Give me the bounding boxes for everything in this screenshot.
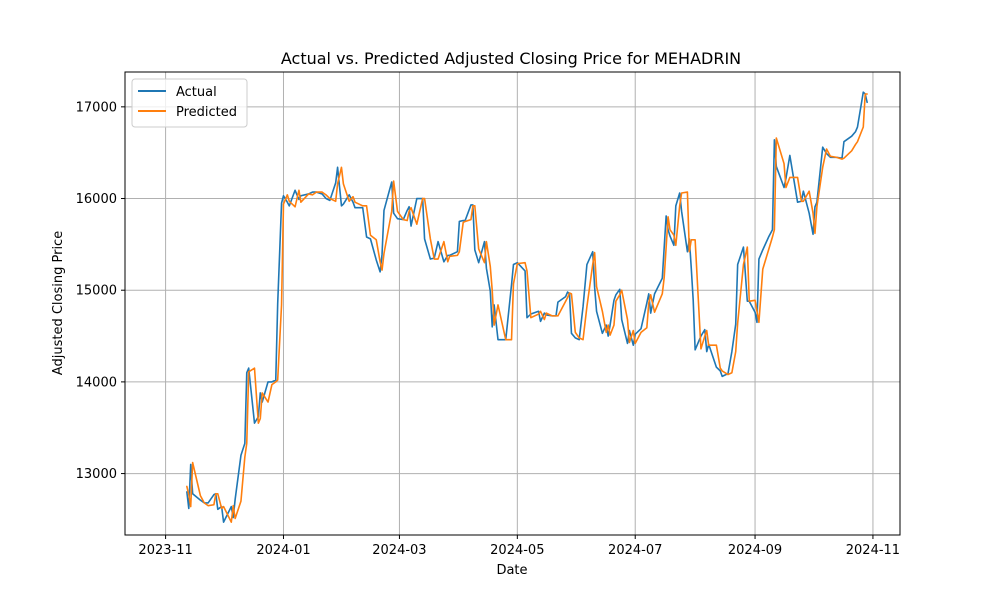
x-tick-label: 2024-09: [728, 543, 782, 558]
y-tick-label: 14000: [76, 375, 117, 390]
x-tick-label: 2024-03: [372, 543, 426, 558]
legend-label-actual: Actual: [176, 85, 217, 100]
x-tick-label: 2024-11: [846, 543, 900, 558]
series-line-predicted: [186, 93, 868, 523]
y-tick-label: 16000: [76, 192, 117, 207]
x-tick-label: 2024-07: [608, 543, 662, 558]
y-tick-label: 15000: [76, 284, 117, 299]
x-axis-label: Date: [496, 563, 527, 578]
legend-label-predicted: Predicted: [176, 105, 237, 120]
y-axis-label: Adjusted Closing Price: [51, 231, 66, 375]
x-tick-label: 2024-01: [256, 543, 310, 558]
x-axis: 2023-11 2024-01 2024-03 2024-05 2024-07 2024-…: [138, 535, 900, 558]
x-tick-label: 2023-11: [138, 543, 192, 558]
series-line-actual: [186, 91, 868, 523]
chart-title: Actual vs. Predicted Adjusted Closing Pr…: [281, 49, 741, 68]
y-axis: 13000 14000 15000 16000 17000: [76, 100, 125, 482]
x-tick-label: 2024-05: [490, 543, 544, 558]
y-tick-label: 17000: [76, 100, 117, 115]
y-tick-label: 13000: [76, 467, 117, 482]
legend: Actual Predicted: [131, 78, 248, 128]
series-layer: [186, 91, 868, 523]
plot-area-frame: [124, 71, 901, 536]
